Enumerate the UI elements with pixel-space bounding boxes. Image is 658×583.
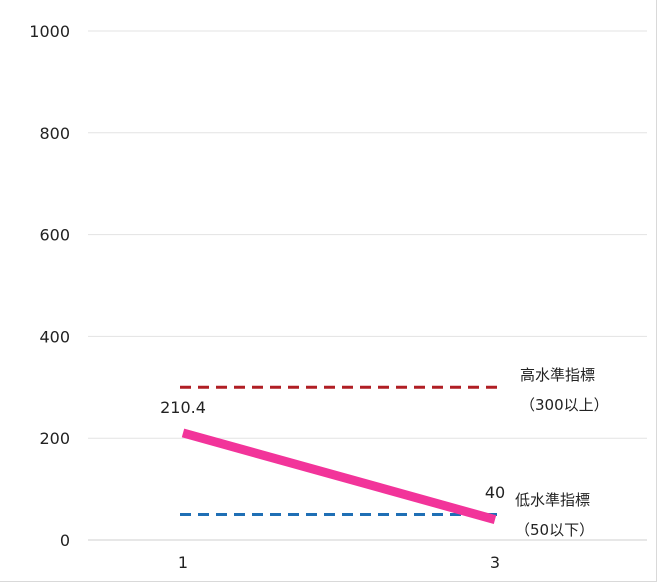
- y-tick-label: 400: [39, 327, 70, 346]
- x-tick-label: 1: [178, 553, 188, 572]
- reference-label: 低水準指標: [515, 491, 590, 509]
- reference-label: （300以上）: [520, 396, 609, 414]
- y-tick-label: 800: [39, 124, 70, 143]
- y-tick-label: 1000: [29, 22, 70, 41]
- series-line: [181, 428, 497, 524]
- data-label: 40: [485, 483, 505, 502]
- y-tick-label: 0: [60, 531, 70, 550]
- reference-label: 高水準指標: [520, 366, 595, 384]
- reference-label: （50以下）: [515, 521, 594, 539]
- data-label: 210.4: [160, 398, 206, 417]
- y-tick-label: 200: [39, 429, 70, 448]
- y-tick-label: 600: [39, 226, 70, 245]
- x-tick-label: 3: [490, 553, 500, 572]
